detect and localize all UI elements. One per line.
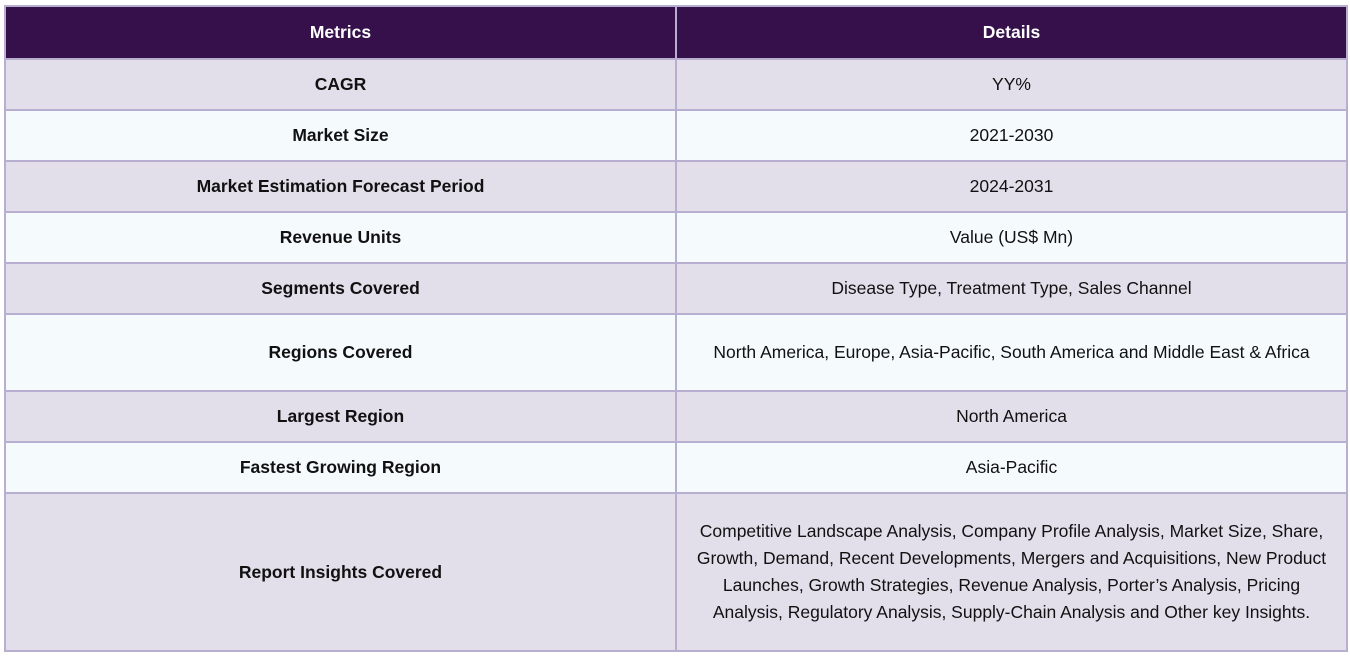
table-body: CAGR YY% Market Size 2021-2030 Market Es… [4,58,1348,652]
metric-cell: Segments Covered [4,262,677,315]
details-cell: Asia-Pacific [675,441,1348,494]
details-cell: North America [675,390,1348,443]
metrics-table-container: Metrics Details CAGR YY% Market Size 202… [4,5,1348,652]
table-row: Segments Covered Disease Type, Treatment… [4,262,1348,315]
metric-cell: Revenue Units [4,211,677,264]
metric-cell: Largest Region [4,390,677,443]
details-cell: North America, Europe, Asia-Pacific, Sou… [675,313,1348,392]
header-row: Metrics Details [4,5,1348,60]
header-details: Details [675,5,1348,60]
metric-cell: Fastest Growing Region [4,441,677,494]
metric-cell: CAGR [4,58,677,111]
details-cell: YY% [675,58,1348,111]
details-cell: Value (US$ Mn) [675,211,1348,264]
metrics-table: Metrics Details CAGR YY% Market Size 202… [4,5,1348,652]
table-row: Largest Region North America [4,390,1348,443]
table-row: Report Insights Covered Competitive Land… [4,492,1348,652]
table-row: Market Size 2021-2030 [4,109,1348,162]
table-row: Market Estimation Forecast Period 2024-2… [4,160,1348,213]
details-cell: 2021-2030 [675,109,1348,162]
header-metrics: Metrics [4,5,677,60]
table-row: CAGR YY% [4,58,1348,111]
details-cell: Disease Type, Treatment Type, Sales Chan… [675,262,1348,315]
metric-cell: Market Estimation Forecast Period [4,160,677,213]
table-row: Revenue Units Value (US$ Mn) [4,211,1348,264]
details-cell: 2024-2031 [675,160,1348,213]
details-cell: Competitive Landscape Analysis, Company … [675,492,1348,652]
table-row: Regions Covered North America, Europe, A… [4,313,1348,392]
metric-cell: Report Insights Covered [4,492,677,652]
metric-cell: Regions Covered [4,313,677,392]
metric-cell: Market Size [4,109,677,162]
table-header: Metrics Details [4,5,1348,60]
table-row: Fastest Growing Region Asia-Pacific [4,441,1348,494]
